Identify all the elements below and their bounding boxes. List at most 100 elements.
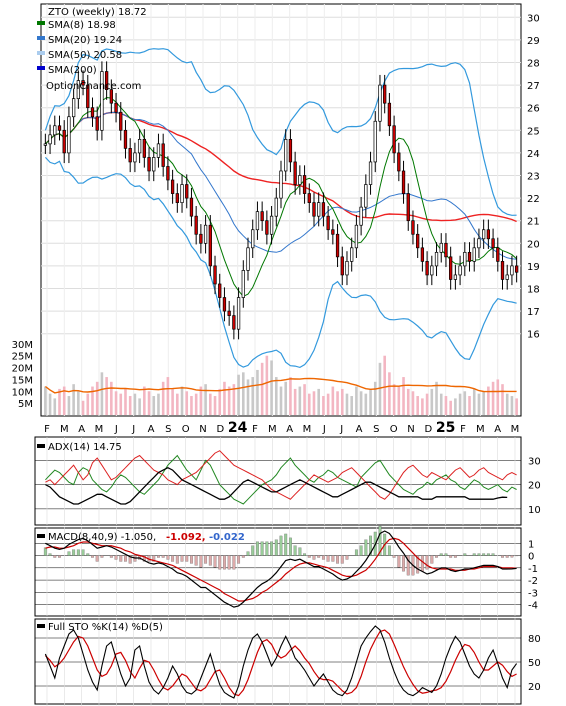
sma20-line [45, 112, 517, 260]
macd-histogram-bar [425, 555, 429, 570]
candle-down [312, 202, 316, 217]
macd-histogram-bar [81, 549, 85, 556]
volume-bar [378, 362, 382, 415]
volume-bar [289, 377, 292, 415]
volume-bar [128, 396, 132, 415]
sto-d-line [44, 629, 517, 697]
di-plus-line [45, 454, 517, 505]
volume-bar [421, 398, 424, 415]
volume-bar [472, 388, 476, 415]
macd-histogram-bar [48, 553, 52, 556]
volume-bar [501, 384, 504, 415]
sma20-swatch [37, 36, 45, 40]
x-tick-label: A [286, 424, 293, 435]
adx-line [45, 466, 508, 505]
candle-up [345, 261, 349, 276]
candle-up [43, 143, 48, 146]
candle-down [331, 229, 335, 235]
volume-bar [326, 393, 330, 415]
price-legend: ZTO (weekly) 18.72 SMA(8) 18.98 SMA(20) … [37, 7, 147, 92]
volume-bar [322, 396, 325, 415]
volume-bar [213, 396, 217, 415]
macd-histogram-bar [274, 539, 278, 556]
sma8-line [45, 96, 517, 298]
candle-down [500, 261, 505, 280]
candle-up [463, 251, 467, 267]
volume-ytick-label: 25M [12, 352, 33, 363]
adx-label: ADX(14) 14.75 [48, 442, 122, 453]
macd-histogram-bar [317, 555, 321, 558]
volume-bar [369, 388, 372, 415]
candle-down [496, 247, 500, 262]
candle-up [350, 247, 354, 262]
macd-histogram-bar [477, 553, 481, 556]
volume-bar [44, 386, 47, 415]
candle-up [241, 270, 245, 298]
adx-panel: ADX(14) 14.75 30 20 10 [34, 436, 541, 526]
x-tick-label: J [131, 424, 135, 435]
volume-bar [458, 393, 462, 415]
macd-histogram-bar [364, 539, 368, 556]
macd-ytick-label: -4 [528, 601, 538, 612]
candle-down [420, 247, 425, 262]
x-tick-label: 25 [436, 420, 455, 436]
adx-swatch [37, 444, 45, 448]
volume-bar [340, 388, 344, 415]
candle-up [246, 247, 250, 271]
macd-histogram-bar [303, 553, 307, 556]
candle-down [119, 111, 123, 131]
macd-histogram-bar [402, 555, 405, 572]
macd-histogram-bar [359, 545, 363, 556]
volume-bar [91, 386, 94, 415]
volume-bar [246, 379, 250, 415]
macd-panel-frame [34, 527, 522, 617]
candle-up [354, 224, 359, 249]
candle-up [458, 265, 462, 276]
volume-bar [232, 384, 236, 415]
volume-bar [251, 377, 255, 415]
macd-histogram-bar [91, 555, 94, 558]
sto-ytick-label: 80 [528, 634, 541, 645]
volume-bar [411, 391, 415, 415]
macd-histogram-bar [284, 533, 288, 556]
volume-bar [482, 391, 485, 415]
candle-down [161, 143, 165, 167]
volume-bar [307, 393, 311, 415]
volume-bar [496, 379, 500, 415]
macd-histogram-bar [449, 555, 453, 558]
macd-histogram-bar [241, 555, 245, 558]
sma200-legend: SMA(200) [48, 65, 97, 76]
volume-bar [204, 384, 207, 415]
volume-bar [166, 377, 170, 415]
candle-down [199, 233, 203, 244]
sto-swatch [37, 624, 45, 628]
volume-bar [449, 400, 452, 415]
sma50-swatch [37, 51, 45, 55]
volume-bar [95, 381, 99, 415]
candle-up [269, 215, 274, 235]
candle-down [411, 220, 415, 235]
macd-histogram-bar [114, 555, 118, 560]
candle-down [449, 256, 453, 280]
candle-down [81, 80, 85, 86]
macd-histogram-bar [260, 541, 264, 556]
price-ytick-label: 26 [527, 104, 540, 115]
macd-histogram-bar [387, 545, 391, 556]
price-ytick-label: 29 [527, 36, 540, 47]
bollinger-upper-line [44, 48, 517, 216]
macd-histogram-bar [204, 555, 208, 564]
volume-bar [176, 393, 179, 415]
volume-bar [185, 391, 189, 415]
volume-bar [105, 377, 108, 415]
price-title: ZTO (weekly) 18.72 [48, 7, 147, 18]
x-tick-label: M [303, 424, 312, 435]
volume-bar [435, 381, 438, 415]
candle-up [48, 134, 52, 145]
macd-histogram-bar [95, 555, 99, 562]
volume-bar [110, 381, 113, 415]
volume-bar [284, 381, 288, 415]
volume-bar [468, 396, 471, 415]
candle-down [185, 184, 189, 199]
volume-bar [425, 393, 429, 415]
candle-down [114, 102, 118, 113]
